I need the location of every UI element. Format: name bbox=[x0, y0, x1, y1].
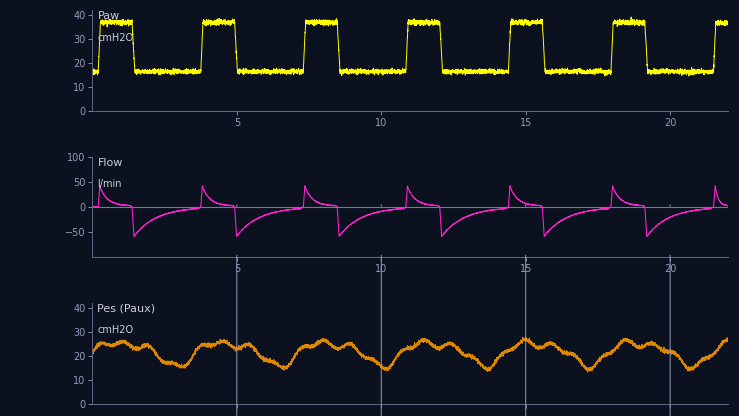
Text: cmH2O: cmH2O bbox=[98, 32, 134, 42]
Text: l/min: l/min bbox=[98, 179, 122, 189]
Text: Pes (Paux): Pes (Paux) bbox=[98, 304, 156, 314]
Text: Paw: Paw bbox=[98, 11, 120, 21]
Text: cmH2O: cmH2O bbox=[98, 325, 134, 335]
Text: Flow: Flow bbox=[98, 158, 123, 168]
